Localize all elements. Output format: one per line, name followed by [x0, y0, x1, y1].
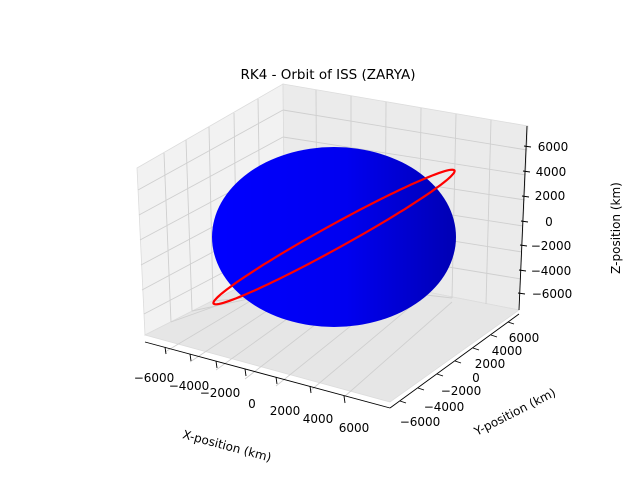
- x-tick-label: −6000: [134, 371, 175, 385]
- x-tick-labels: −6000 −4000 −2000 0 2000 4000 6000: [134, 371, 370, 435]
- x-tick-label: 6000: [339, 421, 370, 435]
- y-axis-line: [389, 313, 520, 409]
- y-tick-label: 4000: [492, 344, 523, 358]
- z-tick-label: 2000: [535, 189, 566, 203]
- y-tick-label: −2000: [441, 384, 482, 398]
- z-axis-line: [518, 125, 528, 311]
- x-axis-label: X-position (km): [181, 427, 273, 464]
- z-tick-label: −6000: [532, 287, 573, 301]
- axis-lines: [144, 125, 528, 409]
- y-tick-labels: −6000 −4000 −2000 0 2000 4000 6000: [400, 331, 540, 429]
- z-tick-label: 0: [545, 215, 553, 229]
- y-axis-label: Y-position (km): [471, 385, 558, 439]
- x-tick-label: −4000: [169, 379, 210, 393]
- y-tick-label: −4000: [424, 400, 465, 414]
- tick-marks: [164, 145, 532, 404]
- y-tick-label: 6000: [509, 331, 540, 345]
- z-tick-label: 6000: [538, 140, 569, 154]
- chart-title: RK4 - Orbit of ISS (ZARYA): [240, 67, 415, 83]
- x-axis-line: [144, 341, 391, 409]
- y-tick-label: 2000: [475, 357, 506, 371]
- earth-sphere: [212, 147, 456, 327]
- z-axis-label: Z-position (km): [609, 182, 623, 274]
- y-tick-label: 0: [472, 371, 480, 385]
- orbit-line: [212, 168, 456, 306]
- z-tick-label: −2000: [531, 239, 572, 253]
- x-tick-label: 2000: [270, 404, 301, 418]
- x-tick-label: −2000: [200, 386, 241, 400]
- x-tick-label: 4000: [303, 412, 334, 426]
- z-tick-label: 4000: [536, 165, 567, 179]
- x-tick-label: 0: [248, 397, 256, 411]
- y-tick-label: −6000: [400, 415, 441, 429]
- z-tick-labels: 6000 4000 2000 0 −2000 −4000 −6000: [531, 140, 573, 301]
- z-tick-label: −4000: [531, 264, 572, 278]
